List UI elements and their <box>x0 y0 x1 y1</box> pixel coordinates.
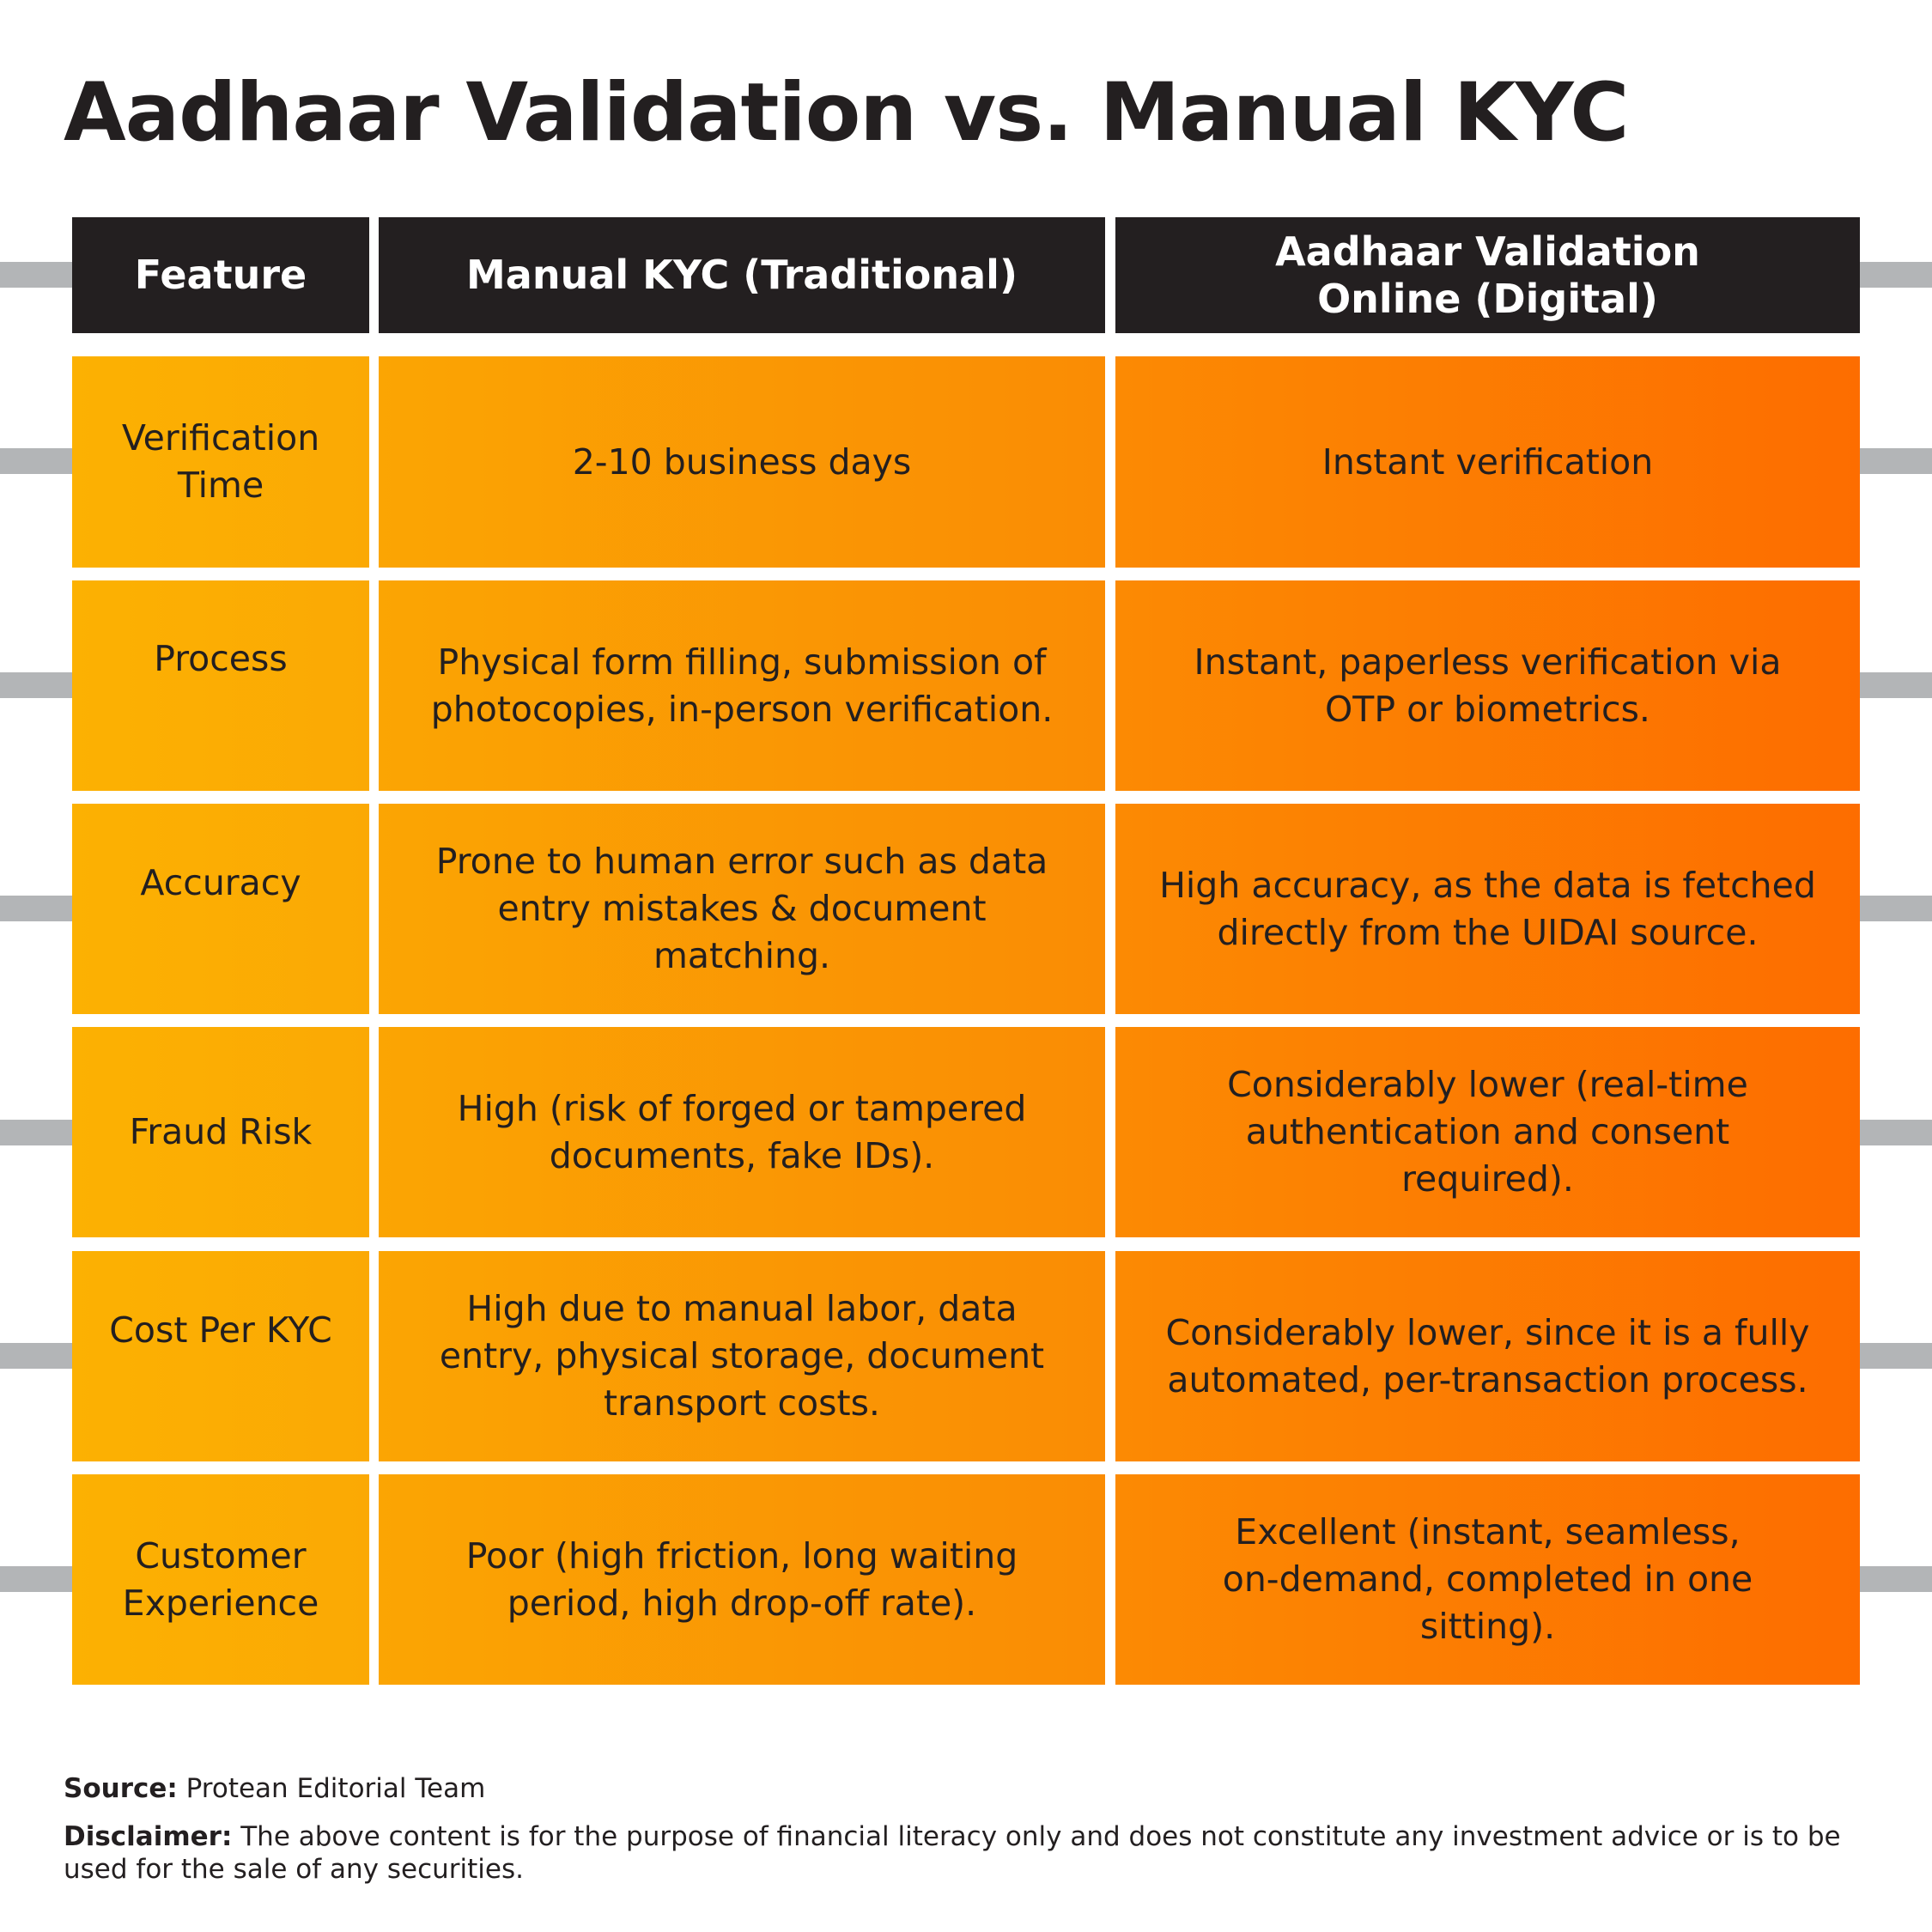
row-connector-left <box>0 672 72 698</box>
row-connector-left <box>0 262 72 288</box>
cell-text: High due to manual labor, data entry, ph… <box>439 1288 1045 1424</box>
source-label: Source: <box>64 1773 178 1804</box>
table-row-manual-cell: 2-10 business days <box>379 356 1105 568</box>
header-manual-kyc: Manual KYC (Traditional) <box>379 217 1105 333</box>
table-row-manual-cell: Poor (high friction, long waiting period… <box>379 1474 1105 1685</box>
source-text: Protean Editorial Team <box>185 1773 486 1804</box>
table-row-aadhaar-cell: Instant, paperless verification via OTP … <box>1115 580 1860 791</box>
disclaimer-note: Disclaimer: The above content is for the… <box>64 1820 1875 1886</box>
table-row-feature-cell: Verification Time <box>72 356 369 568</box>
row-connector-left <box>0 896 72 921</box>
cell-text: Verification Time <box>121 417 320 506</box>
cell-text: Poor (high friction, long waiting period… <box>465 1534 1018 1624</box>
header-label: Manual KYC (Traditional) <box>466 252 1018 298</box>
row-connector-left <box>0 1566 72 1592</box>
table-row-manual-cell: Prone to human error such as data entry … <box>379 804 1105 1014</box>
cell-text: Fraud Risk <box>129 1111 313 1152</box>
cell-text: Excellent (instant, seamless, on-demand,… <box>1222 1511 1753 1647</box>
disclaimer-label: Disclaimer: <box>64 1821 233 1852</box>
row-connector-right <box>1860 448 1932 474</box>
row-connector-right <box>1860 672 1932 698</box>
cell-text: Considerably lower (real-time authentica… <box>1227 1064 1748 1200</box>
cell-text: Customer Experience <box>122 1534 319 1624</box>
cell-text: Cost Per KYC <box>109 1309 332 1351</box>
cell-text: Process <box>154 638 288 679</box>
table-row-manual-cell: High due to manual labor, data entry, ph… <box>379 1251 1105 1461</box>
table-row-feature-cell: Customer Experience <box>72 1474 369 1685</box>
table-row-feature-cell: Process <box>72 580 369 791</box>
header-label: Feature <box>134 252 307 298</box>
row-connector-right <box>1860 1343 1932 1369</box>
row-connector-right <box>1860 1566 1932 1592</box>
row-connector-right <box>1860 262 1932 288</box>
table-row-manual-cell: High (risk of forged or tampered documen… <box>379 1027 1105 1237</box>
cell-text: High (risk of forged or tampered documen… <box>457 1087 1027 1176</box>
disclaimer-text: The above content is for the purpose of … <box>64 1821 1841 1885</box>
header-label: Aadhaar Validation Online (Digital) <box>1275 228 1700 322</box>
cell-text: 2-10 business days <box>572 440 912 483</box>
cell-text: Physical form filling, submission of pho… <box>430 641 1054 730</box>
cell-text: Instant verification <box>1321 440 1654 483</box>
row-connector-right <box>1860 896 1932 921</box>
cell-text: Considerably lower, since it is a fully … <box>1165 1311 1810 1400</box>
cell-text: Instant, paperless verification via OTP … <box>1194 641 1782 730</box>
source-note: Source: Protean Editorial Team <box>64 1772 1875 1805</box>
table-row-feature-cell: Cost Per KYC <box>72 1251 369 1461</box>
table-row-manual-cell: Physical form filling, submission of pho… <box>379 580 1105 791</box>
table-row-aadhaar-cell: Considerably lower, since it is a fully … <box>1115 1251 1860 1461</box>
header-aadhaar-validation: Aadhaar Validation Online (Digital) <box>1115 217 1860 333</box>
page-title: Aadhaar Validation vs. Manual KYC <box>64 66 1629 160</box>
table-row-aadhaar-cell: Considerably lower (real-time authentica… <box>1115 1027 1860 1237</box>
cell-text: High accuracy, as the data is fetched di… <box>1159 864 1816 953</box>
cell-text: Prone to human error such as data entry … <box>435 841 1048 976</box>
row-connector-left <box>0 1343 72 1369</box>
table-row-aadhaar-cell: High accuracy, as the data is fetched di… <box>1115 804 1860 1014</box>
cell-text: Accuracy <box>140 862 301 903</box>
row-connector-left <box>0 1120 72 1145</box>
row-connector-left <box>0 448 72 474</box>
table-row-aadhaar-cell: Excellent (instant, seamless, on-demand,… <box>1115 1474 1860 1685</box>
header-feature: Feature <box>72 217 369 333</box>
table-row-feature-cell: Accuracy <box>72 804 369 1014</box>
row-connector-right <box>1860 1120 1932 1145</box>
table-row-aadhaar-cell: Instant verification <box>1115 356 1860 568</box>
table-row-feature-cell: Fraud Risk <box>72 1027 369 1237</box>
